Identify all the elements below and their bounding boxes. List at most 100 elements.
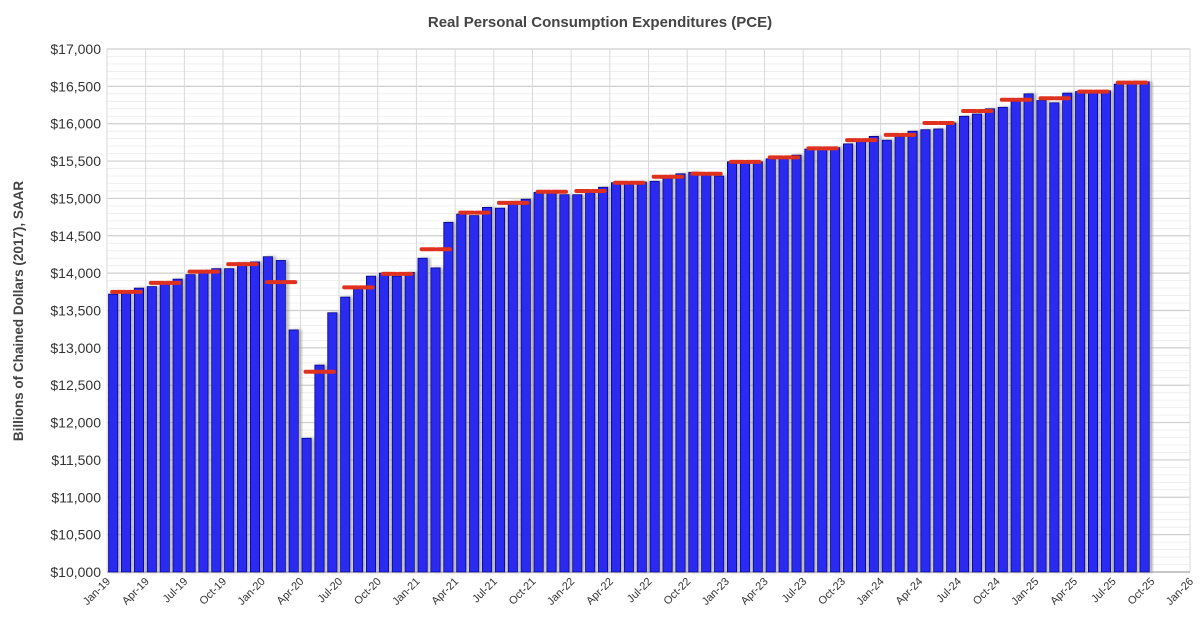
bar-month <box>610 182 622 573</box>
x-tick-label: Jul-24 <box>934 576 964 606</box>
x-tick-label: Apr-22 <box>584 576 616 608</box>
bar-month <box>443 221 454 573</box>
bar-month <box>1139 81 1150 573</box>
x-tick-label: Jan-19 <box>81 576 113 608</box>
x-tick-label: Oct-25 <box>1126 576 1158 608</box>
y-tick-label: $17,000 <box>50 41 101 57</box>
bar-month <box>1100 90 1111 573</box>
bar-month <box>1062 92 1073 573</box>
x-tick-label: Jul-20 <box>316 576 346 606</box>
x-tick-label: Oct-24 <box>971 576 1003 608</box>
x-tick-label: Apr-21 <box>429 576 461 608</box>
x-tick-label: Apr-24 <box>894 576 926 608</box>
bar-month <box>688 171 699 573</box>
chart-title: Real Personal Consumption Expenditures (… <box>428 14 772 31</box>
bar-month <box>520 198 531 573</box>
bar-month <box>559 194 570 573</box>
y-tick-label: $13,000 <box>50 340 101 356</box>
bar-month <box>340 296 351 573</box>
bar-month <box>765 158 776 573</box>
bar-month <box>984 108 995 573</box>
bar-month <box>366 275 377 573</box>
bar-month <box>353 288 364 573</box>
x-tick-label: Jan-23 <box>700 576 732 608</box>
x-tick-label: Jan-22 <box>545 576 577 608</box>
bar-month <box>959 115 970 573</box>
bar-month <box>649 180 660 573</box>
bar-month <box>714 175 725 573</box>
bar-month <box>585 192 596 573</box>
y-tick-label: $16,000 <box>50 116 101 132</box>
bar-month <box>507 201 518 573</box>
y-tick-label: $11,000 <box>51 489 101 505</box>
bar-month <box>933 128 944 573</box>
bar-month <box>456 213 467 573</box>
y-tick-label: $10,500 <box>50 527 101 543</box>
x-tick-label: Oct-20 <box>352 576 384 608</box>
x-tick-label: Jul-21 <box>470 576 500 606</box>
bar-month <box>275 260 286 573</box>
x-tick-label: Apr-23 <box>739 576 771 608</box>
bar-month <box>288 329 299 573</box>
bar-month <box>843 143 854 573</box>
bar-month <box>172 278 183 573</box>
bar-month <box>662 175 673 573</box>
y-tick-label: $15,500 <box>50 153 101 169</box>
bar-month <box>881 139 892 573</box>
bar-month <box>1088 91 1099 573</box>
x-tick-label: Oct-23 <box>816 576 848 608</box>
x-tick-label: Oct-22 <box>661 576 693 608</box>
bar-month <box>868 136 879 573</box>
x-tick-label: Oct-21 <box>507 576 539 608</box>
bar-month <box>224 268 235 573</box>
bar-month <box>1113 83 1124 573</box>
bar-month <box>675 173 686 573</box>
x-tick-label: Oct-19 <box>197 576 229 608</box>
bar-month <box>159 282 170 573</box>
bar-month <box>1010 100 1021 573</box>
y-tick-label: $12,500 <box>50 377 101 393</box>
bar-month <box>237 262 248 573</box>
bar-month <box>830 147 841 573</box>
bar-month <box>636 181 647 573</box>
y-tick-label: $12,000 <box>50 415 101 431</box>
bar-month <box>623 183 634 573</box>
bar-month <box>494 207 506 573</box>
y-axis-label: Billions of Chained Dollars (2017), SAAR <box>11 181 26 442</box>
x-tick-label: Jan-21 <box>390 576 422 608</box>
x-tick-label: Jul-19 <box>161 576 191 606</box>
bar-month <box>701 174 712 573</box>
bar-month <box>778 157 789 573</box>
y-tick-label: $11,500 <box>51 452 101 468</box>
bar-month <box>301 437 312 573</box>
bar-month <box>971 113 983 573</box>
bar-month <box>121 292 132 573</box>
bar-month <box>727 161 738 573</box>
bar-month <box>907 130 918 573</box>
bar-month <box>533 192 544 573</box>
x-tick-label: Apr-25 <box>1048 576 1080 608</box>
bar-month <box>946 122 957 573</box>
x-tick-label: Jul-22 <box>625 576 655 606</box>
bar-month <box>598 186 609 573</box>
bar-month <box>378 272 389 573</box>
bar-month <box>739 162 750 573</box>
x-tick-label: Apr-20 <box>275 576 307 608</box>
bar-month <box>546 191 557 573</box>
bar-month <box>817 147 828 573</box>
bar-month <box>920 129 931 573</box>
bar-month <box>404 271 415 573</box>
y-tick-label: $14,500 <box>50 228 101 244</box>
y-tick-label: $14,000 <box>50 265 101 281</box>
x-tick-label: Jan-25 <box>1009 576 1041 608</box>
bar-month <box>482 206 493 573</box>
bar-month <box>391 275 402 573</box>
bar-month <box>804 148 815 573</box>
y-tick-label: $13,500 <box>50 303 101 319</box>
x-tick-label: Jan-26 <box>1164 576 1196 608</box>
bar-month <box>146 286 157 573</box>
bar-month <box>262 256 273 573</box>
bar-month <box>133 287 145 573</box>
bar-month <box>327 312 338 573</box>
x-tick-label: Jul-25 <box>1089 576 1119 606</box>
